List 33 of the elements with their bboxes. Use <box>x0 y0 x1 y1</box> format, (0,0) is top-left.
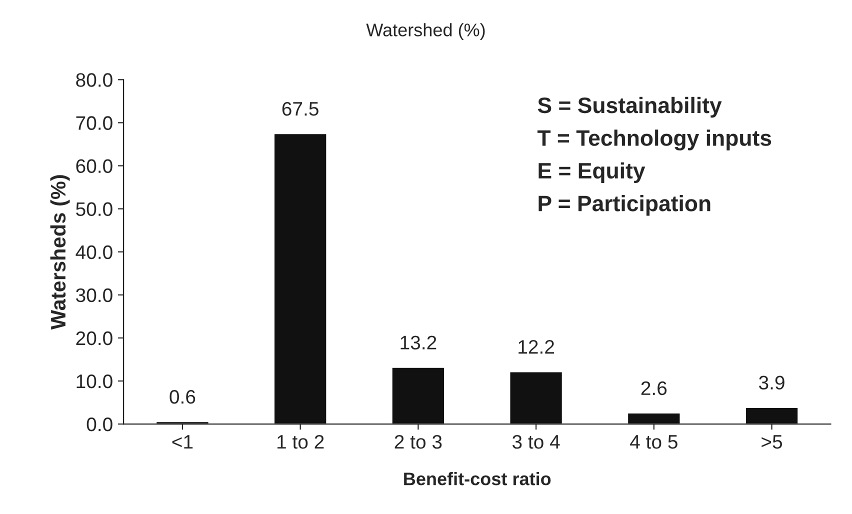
bar <box>744 406 799 424</box>
x-tick-label: >5 <box>762 435 782 449</box>
annotation: S = Sustainability <box>538 96 722 118</box>
bar <box>508 370 564 424</box>
y-tick-label: 10.0 <box>76 374 112 388</box>
data-label: 0.6 <box>170 390 196 404</box>
y-axis-title: Watersheds (%) <box>50 175 70 330</box>
annotation: P = Participation <box>538 195 710 216</box>
x-axis-title: Benefit-cost ratio <box>404 472 551 486</box>
annotation: T = Technology inputs <box>537 130 772 150</box>
bar <box>390 366 446 424</box>
data-label: 2.6 <box>641 381 667 396</box>
annotation: E = Equity <box>538 162 646 184</box>
y-tick-label: 40.0 <box>76 245 112 260</box>
y-tick-label: 30.0 <box>76 288 112 302</box>
bar <box>626 412 682 424</box>
data-label: 67.5 <box>282 102 318 116</box>
y-tick-label: 60.0 <box>76 159 112 173</box>
x-tick-label: 3 to 4 <box>512 434 560 449</box>
x-tick-label: 4 to 5 <box>630 435 678 449</box>
bar <box>273 132 328 424</box>
x-tick-label: <1 <box>172 435 193 449</box>
data-label: 12.2 <box>518 340 554 354</box>
y-tick-label: 50.0 <box>76 202 112 216</box>
x-tick-label: 1 to 2 <box>277 434 324 449</box>
y-tick-label: 20.0 <box>76 331 112 346</box>
y-tick-label: 70.0 <box>76 116 112 130</box>
data-label: 13.2 <box>400 336 436 350</box>
x-tick-label: 2 to 3 <box>394 434 442 449</box>
y-tick-label: 80.0 <box>76 73 112 87</box>
data-label: 3.9 <box>758 376 784 390</box>
y-tick-label: 0.0 <box>86 418 112 432</box>
chart-title: Watershed (%) <box>366 23 485 40</box>
